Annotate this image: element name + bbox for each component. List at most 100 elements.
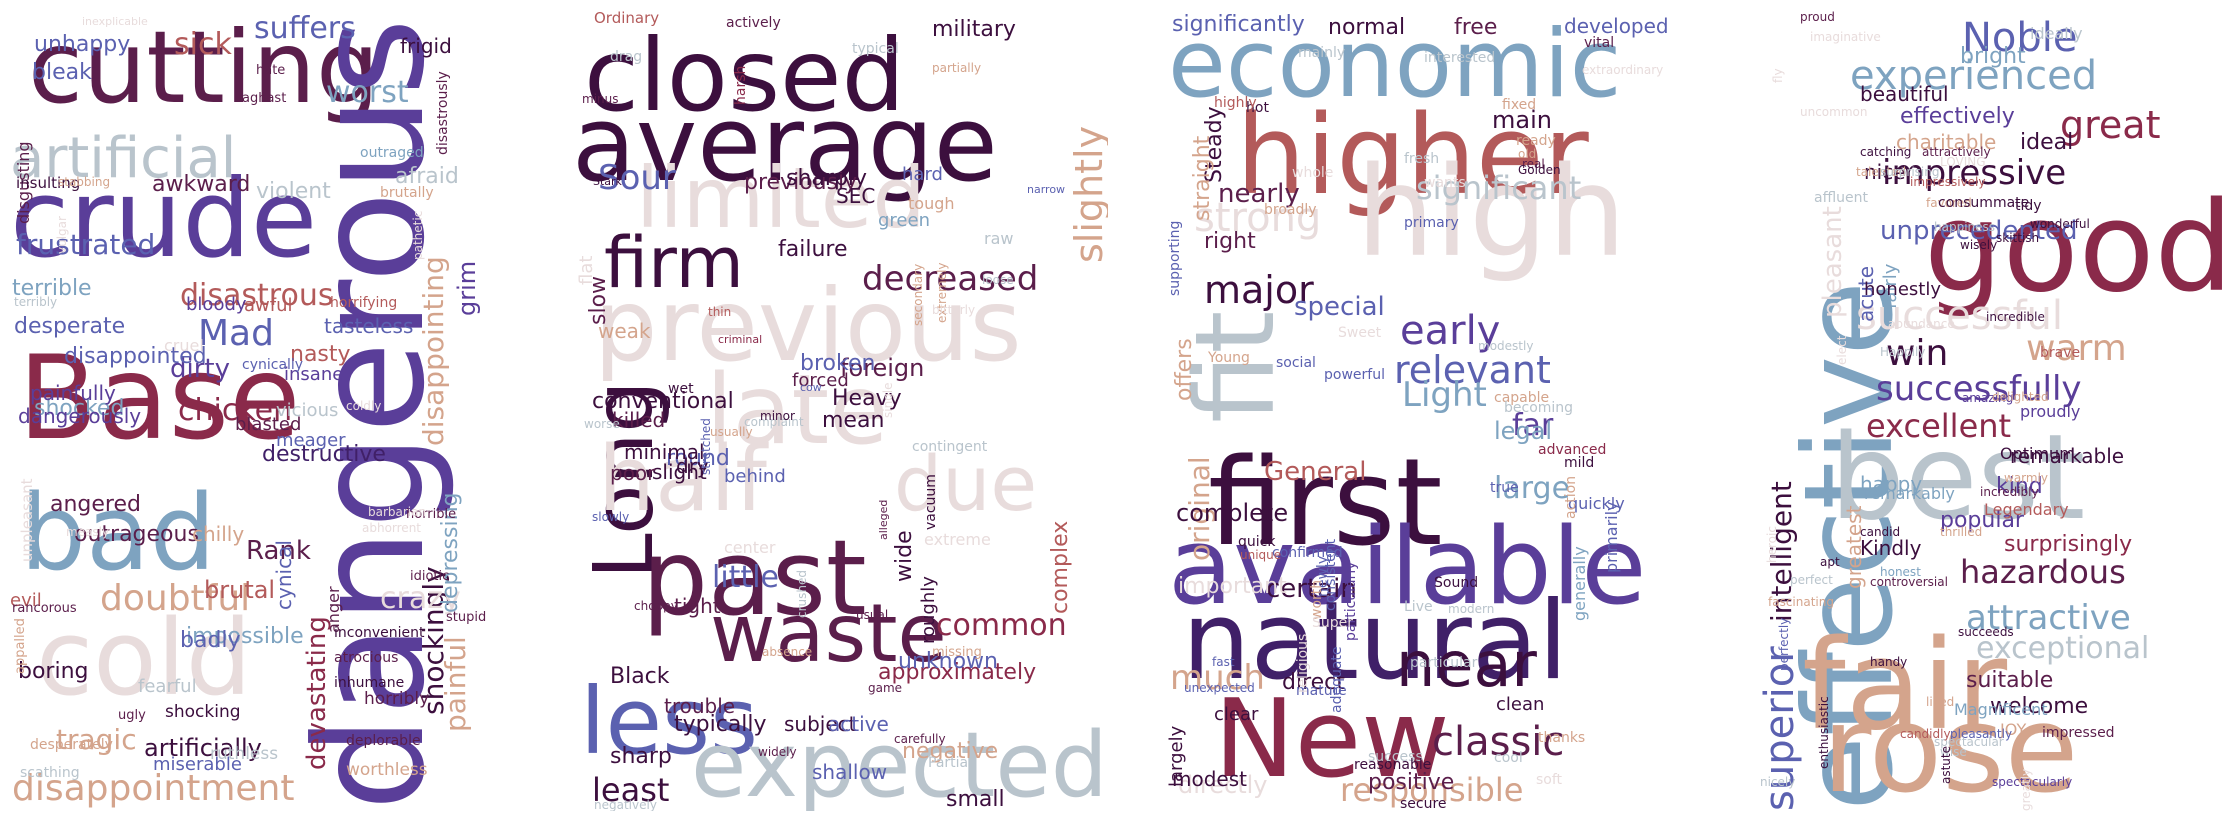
- word-4-39: Kindly: [1860, 536, 1922, 560]
- word-3-42: primarily: [1602, 501, 1621, 573]
- word-1-63: worthless: [346, 760, 428, 780]
- word-1-32: destructive: [262, 442, 386, 467]
- word-2-94: partially: [932, 61, 982, 75]
- word-2-86: usual: [856, 608, 889, 622]
- word-2-82: usually: [710, 425, 753, 439]
- word-4-68: thrilled: [1940, 525, 1983, 539]
- word-1-9: doubtful: [100, 578, 251, 619]
- word-2-57: tough: [908, 194, 955, 213]
- word-1-59: shocking: [165, 702, 241, 722]
- word-4-6: Noble: [1962, 15, 2078, 61]
- word-3-9: strong: [1194, 195, 1322, 241]
- word-2-45: minimal: [624, 440, 705, 464]
- word-1-94: coldly: [346, 399, 382, 413]
- word-4-22: bright: [1960, 44, 2026, 69]
- word-4-56: catching: [1860, 145, 1912, 159]
- word-1-12: worst: [326, 75, 409, 110]
- word-3-12: relevant: [1394, 348, 1551, 392]
- word-4-45: Magnificent: [1954, 700, 2048, 719]
- word-4-50: proud: [1800, 10, 1835, 24]
- word-1-16: frustrated: [16, 228, 156, 261]
- word-4-23: beautiful: [1860, 82, 1949, 106]
- word-2-22: military: [932, 17, 1016, 42]
- word-1-82: disastrously: [435, 71, 451, 155]
- word-2-69: extreme: [924, 530, 991, 549]
- word-1-43: boring: [18, 659, 89, 684]
- word-2-88: absence: [762, 645, 813, 659]
- word-2-81: minor: [760, 409, 795, 423]
- word-3-28: directly: [1178, 771, 1268, 799]
- word-3-79: mainly: [1298, 45, 1346, 61]
- word-3-92: modern: [1448, 602, 1495, 616]
- word-4-69: honest: [1880, 565, 1921, 579]
- word-2-85: choppy: [634, 599, 678, 613]
- word-2-47: poor: [610, 461, 656, 485]
- word-1-66: unpleasant: [18, 478, 36, 562]
- word-4-59: consummate: [1938, 195, 2030, 211]
- word-cloud-2: closed average limited previous firm late Long…: [572, 6, 1108, 811]
- word-3-64: modestly: [1478, 339, 1534, 353]
- word-3-43: generally: [1570, 546, 1589, 621]
- word-1-41: grim: [453, 260, 481, 316]
- word-3-5: available: [1168, 505, 1647, 628]
- word-3-23: large: [1494, 471, 1571, 506]
- word-2-67: secondary: [911, 263, 925, 326]
- word-3-0: economic: [1168, 10, 1622, 119]
- word-3-10: significant: [1416, 169, 1582, 207]
- word-1-52: awful: [244, 295, 293, 316]
- word-2-70: wet: [668, 381, 694, 397]
- word-2-36: sharp: [610, 744, 672, 769]
- word-4-35: suitable: [1966, 668, 2054, 693]
- word-1-25: devastating: [302, 616, 332, 770]
- word-4-87: perfectly: [1777, 617, 1791, 671]
- word-3-39: straight: [1190, 135, 1215, 221]
- word-2-14: decreased: [862, 259, 1039, 299]
- word-4-75: fascinating: [1768, 595, 1834, 609]
- word-3-20: special: [1294, 292, 1385, 322]
- word-1-67: desperately: [30, 737, 113, 753]
- word-2-16: little: [712, 560, 779, 595]
- word-2-53: SEC: [836, 184, 876, 208]
- word-2-64: minus: [582, 92, 619, 106]
- word-4-13: excellent: [1866, 407, 2012, 445]
- word-2-83: slowly: [592, 510, 630, 524]
- word-1-72: horrifying: [330, 295, 398, 311]
- word-4-91: fly: [1771, 68, 1785, 83]
- word-4-60: wisely: [1960, 238, 1998, 252]
- word-2-62: harsh: [733, 65, 749, 105]
- word-2-39: subject: [784, 712, 857, 736]
- word-3-24: legal: [1494, 417, 1553, 445]
- word-1-36: shocked: [34, 396, 125, 421]
- word-2-89: game: [868, 681, 903, 695]
- word-3-48: secure: [1400, 796, 1447, 811]
- word-2-8: due: [894, 439, 1038, 528]
- word-4-86: spectacularly: [1992, 775, 2073, 789]
- word-2-51: roughly: [918, 576, 939, 644]
- word-3-93: Super: [1312, 615, 1354, 631]
- word-1-86: inexplicable: [82, 15, 148, 28]
- word-4-3: fair: [1802, 614, 2008, 758]
- word-4-33: popular: [1940, 508, 2024, 533]
- word-1-83: hate: [256, 63, 286, 78]
- word-3-58: true: [1490, 480, 1519, 496]
- word-4-31: remarkable: [2010, 444, 2125, 468]
- word-3-81: fresh: [1404, 151, 1440, 167]
- word-4-82: wise: [1940, 745, 1967, 759]
- word-2-73: criminal: [718, 333, 763, 346]
- word-1-69: ugly: [118, 708, 146, 723]
- word-3-34: significantly: [1172, 12, 1305, 37]
- word-1-35: disappointed: [64, 344, 207, 369]
- word-4-41: Optimum: [2000, 444, 2075, 463]
- word-2-63: typical: [852, 41, 899, 57]
- word-3-35: developed: [1564, 14, 1669, 38]
- word-4-24: charitable: [1896, 130, 1997, 154]
- word-3-26: complete: [1176, 499, 1289, 527]
- word-3-88: extraordinary: [1582, 63, 1664, 77]
- word-2-56: hard: [902, 164, 943, 185]
- word-1-76: stupid: [446, 610, 487, 625]
- word-1-21: painful: [439, 636, 472, 732]
- word-1-5: cold: [36, 597, 252, 719]
- word-4-70: heroic: [1765, 526, 1779, 563]
- word-3-6: natural: [1182, 579, 1569, 704]
- word-2-46: slight: [652, 460, 707, 484]
